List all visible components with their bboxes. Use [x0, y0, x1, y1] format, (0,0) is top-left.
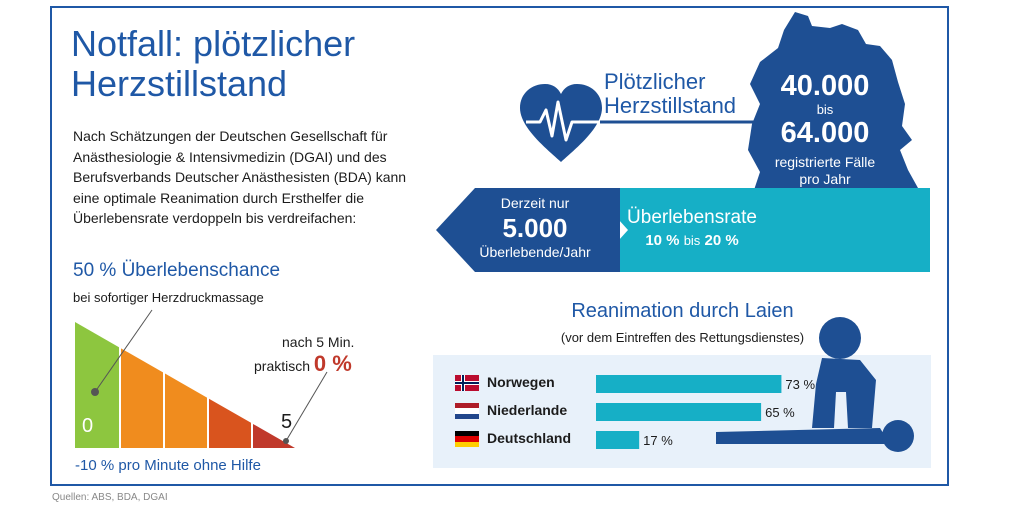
after-5-min-value: 0 % — [313, 351, 352, 376]
country-bar-deutschland — [596, 431, 640, 449]
pointer-line-end — [285, 371, 328, 442]
per-minute-label: -10 % pro Minute ohne Hilfe — [75, 457, 261, 474]
survival-rate-arrow — [590, 188, 930, 272]
cases-max: 64.000 — [780, 117, 870, 149]
country-bar-value-deutschland: 17 % — [643, 433, 673, 448]
survivors-value: 5.000 — [502, 213, 568, 243]
survival-chance-heading: 50 % Überlebenschance — [73, 260, 281, 281]
after-5-min-line2: praktisch — [254, 358, 311, 374]
survivors-line3: Überlebende/Jahr — [479, 244, 591, 260]
after-5-min-note: nach 5 Min. praktisch 0 % — [254, 331, 394, 377]
country-bar-value-norwegen: 73 % — [785, 377, 815, 392]
survival-rate-connector: bis — [683, 233, 701, 248]
decline-segment-2 — [165, 373, 207, 448]
decline-tick-end: 5 — [281, 411, 293, 433]
cases-desc-line1: registrierte Fälle — [774, 154, 876, 170]
decline-segment-4 — [253, 423, 295, 448]
cardiac-arrest-label: Plötzlicher Herzstillstand — [604, 69, 737, 118]
survival-chance-subtitle: bei sofortiger Herzdruckmassage — [73, 290, 264, 305]
sources: Quellen: ABS, BDA, DGAI — [52, 492, 168, 503]
flag-germany-icon — [455, 431, 479, 447]
country-bar-value-niederlande: 65 % — [765, 405, 795, 420]
survival-rate-to: 20 % — [704, 232, 739, 249]
pointer-dot-end — [283, 438, 289, 444]
pointer-dot-start — [91, 388, 99, 396]
cpr-person-icon — [716, 317, 914, 452]
after-5-min-line1: nach 5 Min. — [282, 334, 355, 350]
cases-connector: bis — [816, 102, 834, 117]
page-title: Notfall: plötzlicher Herzstillstand — [71, 23, 356, 104]
infographic-frame — [50, 6, 949, 486]
country-bar-niederlande — [596, 403, 762, 421]
cases-desc-line2: pro Jahr — [799, 171, 851, 187]
pointer-line-start — [94, 309, 153, 393]
survival-rate-label: Überlebensrate — [627, 207, 757, 228]
flag-netherlands-icon — [455, 403, 479, 419]
flag-norway-icon — [455, 375, 479, 391]
survival-rate-block: Überlebensrate 10 % bis 20 % — [612, 206, 772, 252]
survivors-arrow — [436, 188, 620, 272]
intro-text: Nach Schätzungen der Deutschen Gesellsch… — [73, 128, 407, 226]
survival-rate-range: 10 % bis 20 % — [612, 230, 772, 252]
country-label-germany: Deutschland — [487, 430, 572, 446]
survival-rate-from: 10 % — [645, 232, 680, 249]
lay-resuscitation-subtitle: (vor dem Eintreffen des Rettungsdienstes… — [560, 330, 805, 345]
country-labels: Norwegen Niederlande Deutschland — [455, 374, 595, 465]
cases-min: 40.000 — [780, 70, 870, 102]
decline-segment-3 — [209, 398, 251, 448]
country-label-norway: Norwegen — [487, 374, 555, 390]
country-label-netherlands: Niederlande — [487, 402, 568, 418]
decline-tick-start: 0 — [82, 415, 94, 437]
decline-segment-0 — [75, 322, 119, 448]
heartbeat-line-icon — [526, 100, 640, 142]
lay-resuscitation-heading: Reanimation durch Laien — [571, 300, 794, 322]
survivors-block: Derzeit nur 5.000 Überlebende/Jahr — [460, 193, 610, 261]
after-5-min-line2-row: praktisch 0 % — [254, 353, 394, 377]
survivors-line1: Derzeit nur — [500, 195, 570, 211]
cases-block: 40.000 bis 64.000 registrierte Fälle pro… — [760, 71, 890, 188]
decline-segment-1 — [121, 348, 163, 448]
country-bar-norwegen — [596, 375, 782, 393]
